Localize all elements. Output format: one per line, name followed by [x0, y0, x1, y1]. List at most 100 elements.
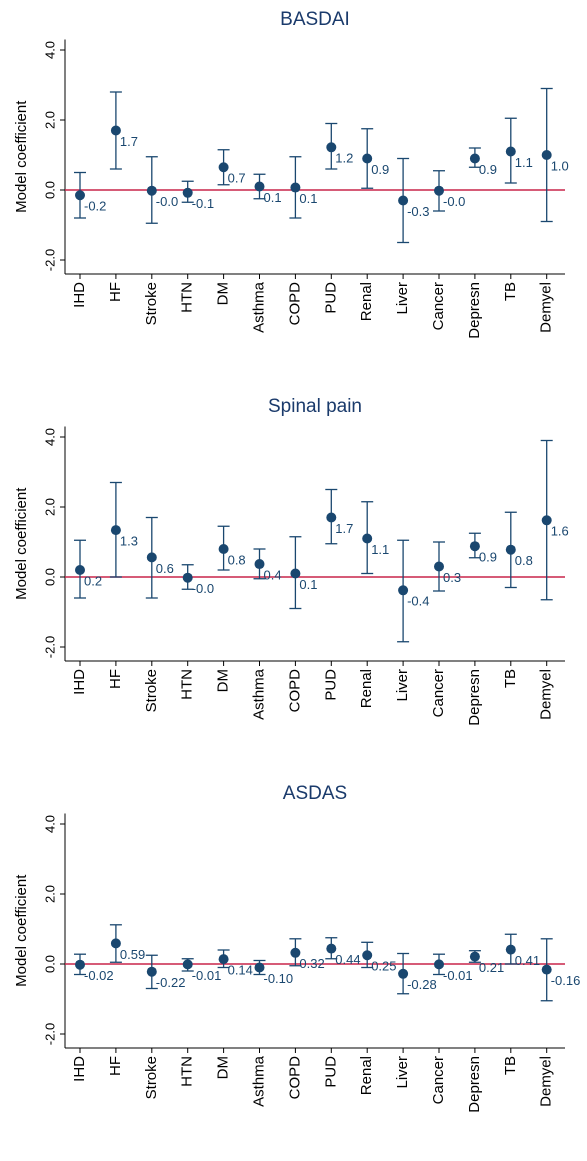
value-label: -0.01 [443, 968, 473, 983]
x-tick-label: Renal [358, 1056, 375, 1095]
value-label: 0.21 [479, 960, 504, 975]
value-label: -0.0 [156, 194, 178, 209]
point [182, 187, 193, 198]
x-tick-label: Stroke [143, 282, 160, 325]
point [218, 162, 229, 173]
y-tick-label: 2.0 [42, 498, 57, 516]
chart-title: BASDAI [280, 9, 350, 30]
x-tick-label: PUD [322, 282, 339, 314]
value-label: 0.41 [515, 953, 540, 968]
point [362, 153, 373, 164]
x-tick-label: TB [502, 282, 519, 301]
x-tick-label: IHD [71, 1056, 88, 1082]
value-label: 0.6 [156, 561, 174, 576]
x-tick-label: HF [107, 1056, 124, 1076]
point [110, 938, 121, 949]
x-tick-label: DM [215, 1056, 232, 1079]
point [254, 962, 265, 973]
x-tick-label: Demyel [538, 282, 555, 333]
x-tick-label: Cancer [430, 669, 447, 717]
value-label: -0.01 [192, 968, 222, 983]
y-tick-label: 0.0 [42, 568, 57, 586]
x-tick-label: TB [502, 669, 519, 688]
x-tick-label: HF [107, 669, 124, 689]
point [182, 959, 193, 970]
value-label: 1.3 [120, 534, 138, 549]
value-label: 0.14 [228, 963, 253, 978]
value-label: 0.9 [479, 162, 497, 177]
x-tick-label: Renal [358, 669, 375, 708]
x-tick-label: IHD [71, 669, 88, 695]
value-label: -0.28 [407, 977, 437, 992]
value-label: 0.9 [479, 550, 497, 565]
chart-title: ASDAS [283, 783, 347, 804]
x-tick-label: COPD [286, 282, 303, 326]
value-label: 1.7 [335, 521, 353, 536]
value-label: 0.8 [228, 552, 246, 567]
value-label: 0.2 [84, 573, 102, 588]
x-tick-label: COPD [286, 669, 303, 713]
x-tick-label: IHD [71, 282, 88, 308]
point [110, 525, 121, 536]
value-label: 0.4 [264, 567, 282, 582]
value-label: 1.1 [515, 155, 533, 170]
point [541, 964, 552, 975]
value-label: 1.6 [551, 524, 569, 539]
y-axis-label: Model coefficient [13, 874, 30, 987]
value-label: 0.9 [371, 162, 389, 177]
value-label: -0.0 [192, 581, 214, 596]
value-label: 0.7 [228, 171, 246, 186]
x-tick-label: HTN [179, 669, 196, 700]
value-label: 1.1 [371, 542, 389, 557]
point [541, 515, 552, 526]
value-label: 1.0 [551, 158, 569, 173]
y-tick-label: 4.0 [42, 428, 57, 446]
point [146, 552, 157, 563]
value-label: -0.3 [407, 204, 429, 219]
point [362, 950, 373, 961]
point [398, 195, 409, 206]
value-label: 0.32 [299, 956, 324, 971]
x-tick-label: Liver [394, 669, 411, 702]
x-tick-label: Demyel [538, 1056, 555, 1107]
value-label: -0.0 [443, 194, 465, 209]
value-label: 0.1 [299, 191, 317, 206]
value-label: -0.2 [84, 199, 106, 214]
value-label: 0.25 [371, 959, 396, 974]
point [505, 544, 516, 555]
y-tick-label: 2.0 [42, 111, 57, 129]
value-label: 0.59 [120, 947, 145, 962]
x-tick-label: Depresn [466, 282, 483, 339]
point [469, 541, 480, 552]
value-label: -0.22 [156, 975, 186, 990]
point [326, 943, 337, 954]
x-tick-label: Liver [394, 282, 411, 315]
x-tick-label: Depresn [466, 1056, 483, 1113]
point [182, 572, 193, 583]
point [146, 185, 157, 196]
x-tick-label: Demyel [538, 669, 555, 720]
y-tick-label: 2.0 [42, 885, 57, 903]
x-tick-label: TB [502, 1056, 519, 1075]
point [75, 959, 85, 970]
value-label: -0.4 [407, 594, 429, 609]
value-label: 0.3 [443, 570, 461, 585]
x-tick-label: Stroke [143, 1056, 160, 1099]
x-tick-label: PUD [322, 1056, 339, 1088]
value-label: 1.2 [335, 151, 353, 166]
value-label: -0.02 [84, 968, 114, 983]
point [75, 565, 85, 575]
point [218, 954, 229, 965]
point [75, 190, 85, 201]
point [290, 947, 301, 958]
value-label: 0.44 [335, 952, 360, 967]
x-tick-label: Cancer [430, 282, 447, 330]
point [362, 533, 373, 544]
point [505, 944, 516, 955]
point [434, 959, 444, 970]
point [290, 568, 301, 579]
y-tick-label: -2.0 [42, 249, 57, 271]
x-tick-label: DM [215, 669, 232, 692]
y-tick-label: -2.0 [42, 1023, 57, 1045]
